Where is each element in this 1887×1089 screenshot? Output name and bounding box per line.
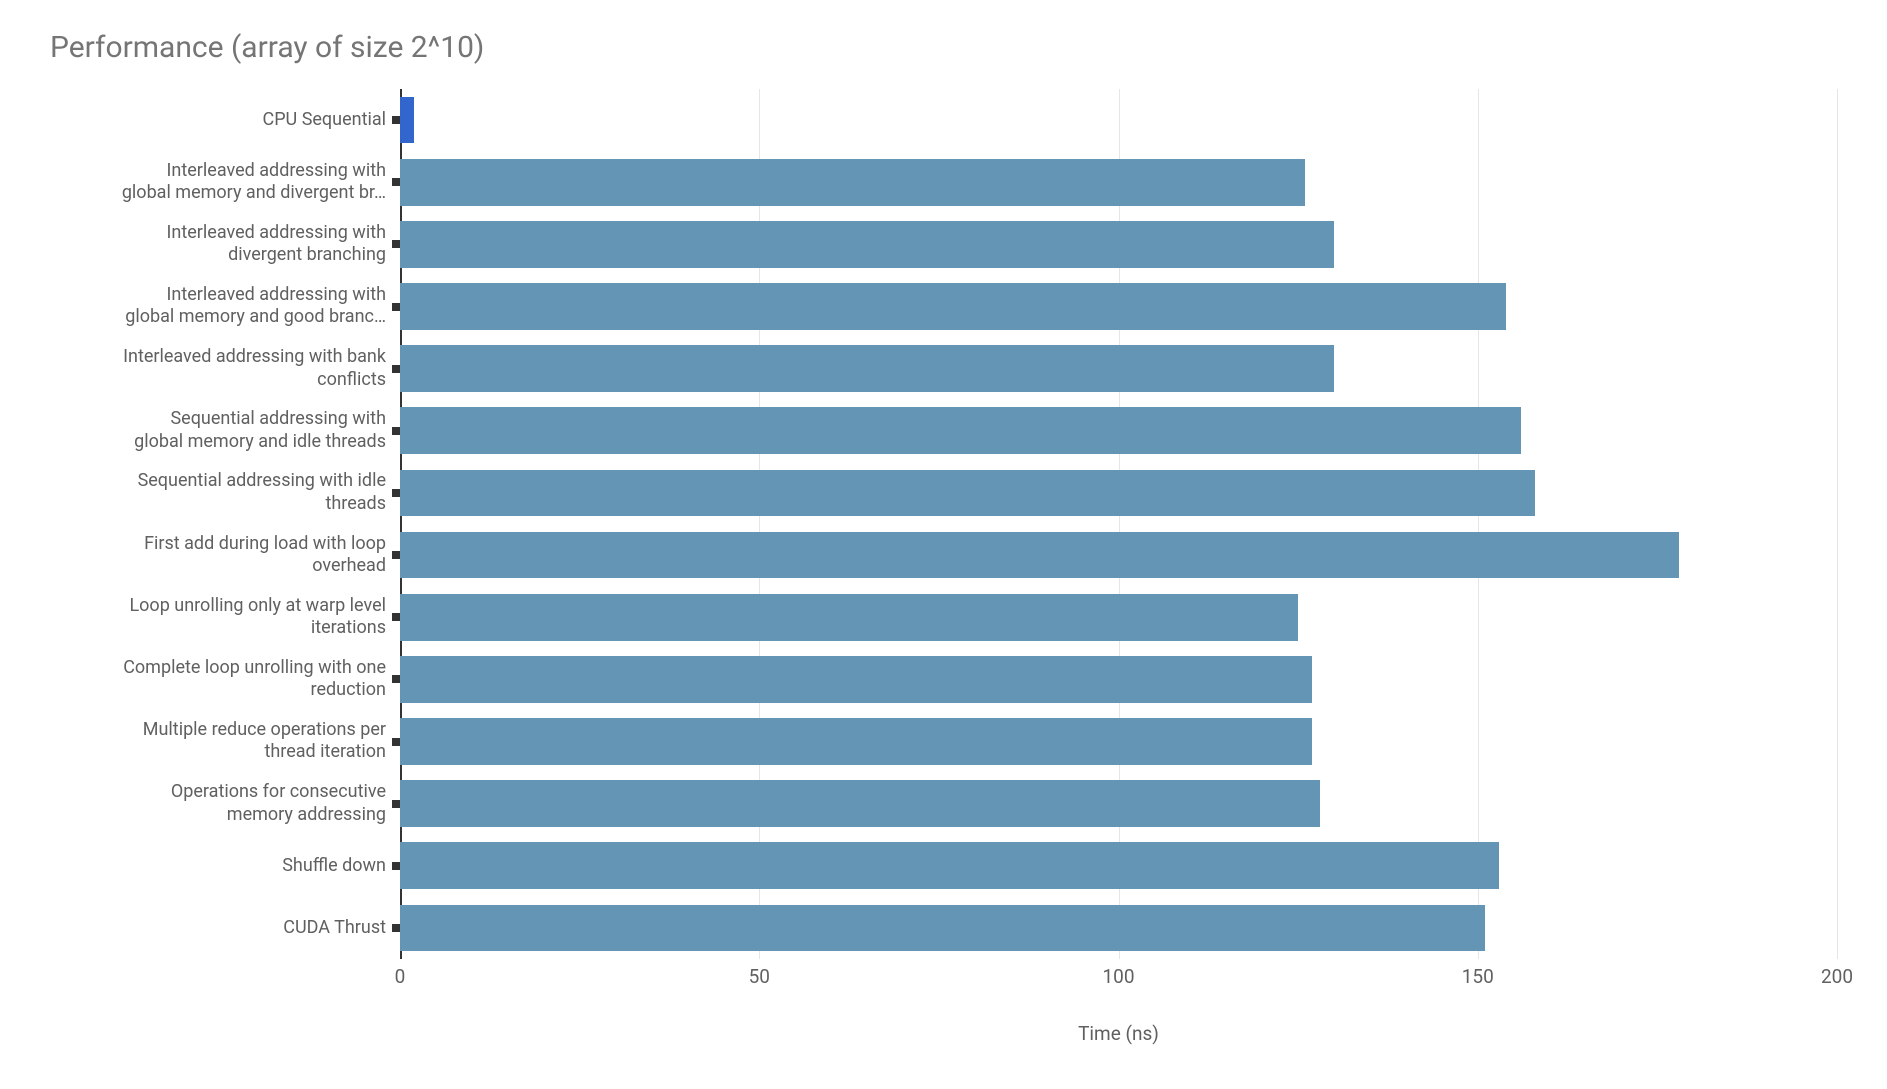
y-axis-label-line: Interleaved addressing with	[167, 222, 386, 245]
y-axis-label: Sequential addressing with idlethreads	[56, 462, 386, 524]
gridline	[759, 89, 760, 959]
bar	[400, 718, 1312, 765]
y-axis-label-line: Complete loop unrolling with one	[123, 657, 386, 680]
y-tick	[392, 178, 400, 186]
x-tick-label: 100	[1102, 965, 1134, 988]
y-axis-label: CPU Sequential	[56, 89, 386, 151]
gridline	[1119, 89, 1120, 959]
y-axis-label: Interleaved addressing withglobal memory…	[56, 151, 386, 213]
y-axis-label-line: overhead	[312, 555, 386, 578]
y-tick	[392, 675, 400, 683]
y-axis-label-line: reduction	[311, 679, 386, 702]
y-tick	[392, 303, 400, 311]
bar	[400, 656, 1312, 703]
y-axis-label: First add during load with loopoverhead	[56, 524, 386, 586]
y-axis-label-line: Interleaved addressing with bank	[123, 346, 386, 369]
bar	[400, 842, 1499, 889]
gridline	[1478, 89, 1479, 959]
y-tick	[392, 613, 400, 621]
bar	[400, 470, 1535, 517]
y-axis-label-line: Operations for consecutive	[171, 781, 386, 804]
y-axis-labels: CPU Sequential Interleaved addressing wit…	[50, 89, 400, 959]
y-axis-line	[400, 89, 402, 959]
y-axis-label-line: global memory and idle threads	[134, 431, 386, 454]
bar	[400, 283, 1506, 330]
bar	[400, 532, 1679, 579]
y-axis-label: CUDA Thrust	[56, 897, 386, 959]
y-axis-label-line: divergent branching	[228, 244, 386, 267]
x-tick-label: 150	[1462, 965, 1494, 988]
bar	[400, 905, 1485, 952]
y-axis-label: Interleaved addressing withdivergent bra…	[56, 213, 386, 275]
y-tick	[392, 427, 400, 435]
y-tick	[392, 116, 400, 124]
y-axis-label-line: CPU Sequential	[262, 109, 386, 132]
y-axis-label-line: global memory and divergent br…	[122, 182, 386, 205]
y-axis-label-line: Shuffle down	[282, 855, 386, 878]
y-axis-label: Complete loop unrolling with onereductio…	[56, 648, 386, 710]
gridline	[1837, 89, 1838, 959]
x-axis-title: Time (ns)	[400, 1022, 1837, 1045]
chart-title: Performance (array of size 2^10)	[50, 30, 1837, 65]
y-tick	[392, 924, 400, 932]
bar	[400, 407, 1521, 454]
y-axis-label-line: memory addressing	[227, 804, 386, 827]
y-tick	[392, 551, 400, 559]
y-tick	[392, 800, 400, 808]
y-axis-label-line: global memory and good branc…	[125, 306, 386, 329]
y-axis-label-line: conflicts	[317, 369, 386, 392]
bar	[400, 159, 1305, 206]
bar	[400, 345, 1334, 392]
bar	[400, 780, 1320, 827]
bar	[400, 594, 1298, 641]
y-tick	[392, 738, 400, 746]
bar	[400, 97, 414, 144]
y-axis-label-line: Multiple reduce operations per	[143, 719, 386, 742]
y-axis-label: Sequential addressing withglobal memory …	[56, 400, 386, 462]
x-tick-label: 0	[395, 965, 406, 988]
y-axis-label-line: Interleaved addressing with	[167, 284, 386, 307]
y-axis-label-line: threads	[325, 493, 386, 516]
y-axis-label: Multiple reduce operations perthread ite…	[56, 710, 386, 772]
y-axis-label-line: Sequential addressing with	[170, 408, 386, 431]
y-axis-label-line: thread iteration	[264, 741, 386, 764]
plot-area: CPU Sequential Interleaved addressing wit…	[50, 89, 1837, 959]
y-tick	[392, 862, 400, 870]
y-axis-label: Shuffle down	[56, 835, 386, 897]
y-axis-label: Interleaved addressing with bankconflict…	[56, 338, 386, 400]
x-axis-ticks: 050100150200	[400, 959, 1837, 995]
y-axis-label: Loop unrolling only at warp leveliterati…	[56, 586, 386, 648]
bars-region: 050100150200 Time (ns)	[400, 89, 1837, 959]
y-axis-label-line: iterations	[311, 617, 386, 640]
y-axis-label-line: First add during load with loop	[144, 533, 386, 556]
x-tick-label: 50	[749, 965, 770, 988]
y-axis-label: Interleaved addressing withglobal memory…	[56, 275, 386, 337]
y-axis-label: Operations for consecutivememory address…	[56, 773, 386, 835]
chart-container: Performance (array of size 2^10) CPU Seq…	[0, 0, 1887, 1089]
y-axis-label-line: Sequential addressing with idle	[138, 470, 386, 493]
y-axis-label-line: Loop unrolling only at warp level	[129, 595, 386, 618]
y-tick	[392, 365, 400, 373]
bar	[400, 221, 1334, 268]
y-tick	[392, 240, 400, 248]
y-tick	[392, 489, 400, 497]
x-tick-label: 200	[1821, 965, 1853, 988]
y-axis-label-line: CUDA Thrust	[283, 917, 386, 940]
y-axis-label-line: Interleaved addressing with	[167, 160, 386, 183]
